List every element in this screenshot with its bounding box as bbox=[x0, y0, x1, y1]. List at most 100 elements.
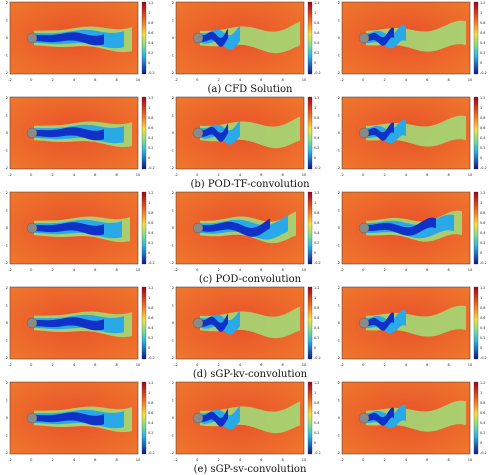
x-tick-label: 10 bbox=[136, 268, 141, 272]
x-tick-label: 8 bbox=[116, 458, 119, 462]
colorbar bbox=[307, 381, 313, 455]
colorbar-tick-label: 0.4 bbox=[480, 326, 485, 330]
colorbar-tick-label: 0.2 bbox=[314, 146, 319, 150]
colorbar-tick-label: 0.6 bbox=[314, 221, 319, 225]
y-tick-label: 1 bbox=[172, 209, 174, 213]
y-tick-label: 1 bbox=[338, 19, 340, 23]
wake-core bbox=[366, 27, 394, 46]
colorbar-tick-label: 0.6 bbox=[480, 31, 485, 35]
plot-frame bbox=[341, 286, 471, 360]
x-tick-label: 8 bbox=[282, 458, 285, 462]
colorbar-tick-label: 0.8 bbox=[148, 21, 153, 25]
y-tick-label: 1 bbox=[6, 304, 8, 308]
x-tick-label: -2 bbox=[174, 268, 178, 272]
colorbar-tick-label: 0.2 bbox=[148, 431, 153, 435]
wake-core bbox=[34, 127, 104, 141]
x-tick-label: -2 bbox=[8, 268, 12, 272]
colorbar-tick-label: 0.2 bbox=[314, 431, 319, 435]
y-tick-label: 1 bbox=[6, 209, 8, 213]
x-tick-label: 2 bbox=[52, 173, 54, 177]
wake-mid bbox=[366, 214, 454, 239]
plot-frame bbox=[9, 96, 139, 170]
x-tick-label: 10 bbox=[302, 458, 307, 462]
colorbar bbox=[141, 1, 147, 75]
x-tick-label: 8 bbox=[282, 363, 285, 367]
colorbar-tick-label: 0 bbox=[148, 61, 150, 65]
x-tick-label: 8 bbox=[448, 363, 451, 367]
colorbar-tick-label: 0.4 bbox=[480, 136, 485, 140]
figure-row: -2 0 2 4 6 8 10 2 1 0 -1 -2 1.2 1 0.8 0.6 0.4 0.2 0 -0.2 -2 0… bbox=[0, 190, 500, 285]
y-tick-label: -2 bbox=[4, 356, 8, 360]
colorbar-tick-label: 0 bbox=[480, 251, 482, 255]
x-tick-label: 6 bbox=[260, 363, 263, 367]
x-tick-label: 2 bbox=[218, 78, 220, 82]
x-tick-label: 8 bbox=[282, 78, 285, 82]
colorbar-tick-label: 0 bbox=[314, 61, 316, 65]
y-tick-label: 1 bbox=[172, 19, 174, 23]
x-tick-label: 4 bbox=[73, 268, 76, 272]
colorbar-tick-label: 1 bbox=[148, 201, 150, 205]
row-caption: (d) sGP-kv-convolution bbox=[192, 369, 308, 380]
wake-core bbox=[200, 28, 228, 47]
x-tick-label: 0 bbox=[196, 268, 199, 272]
colorbar-tick-label: -0.2 bbox=[480, 166, 487, 170]
y-tick-label: 0 bbox=[6, 321, 9, 325]
colorbar-tick-label: 1.2 bbox=[480, 286, 485, 290]
colorbar-tick-label: -0.2 bbox=[314, 71, 321, 75]
y-tick-label: 0 bbox=[172, 416, 175, 420]
colorbar-tick-label: 0.4 bbox=[314, 421, 319, 425]
colorbar-tick-label: 1.2 bbox=[148, 381, 153, 385]
x-tick-label: 10 bbox=[468, 78, 473, 82]
colorbar-tick-label: 0.4 bbox=[480, 421, 485, 425]
x-tick-label: 6 bbox=[426, 363, 429, 367]
y-tick-label: 1 bbox=[338, 399, 340, 403]
x-tick-label: 6 bbox=[94, 363, 97, 367]
x-tick-label: 0 bbox=[362, 78, 365, 82]
x-tick-label: 0 bbox=[196, 173, 199, 177]
figure-row: -2 0 2 4 6 8 10 2 1 0 -1 -2 1.2 1 0.8 0.6 0.4 0.2 0 -0.2 -2 0… bbox=[0, 95, 500, 190]
x-tick-label: 6 bbox=[426, 173, 429, 177]
y-tick-label: 2 bbox=[6, 381, 8, 385]
x-tick-label: -2 bbox=[8, 173, 12, 177]
x-tick-label: 2 bbox=[384, 268, 386, 272]
y-tick-label: 1 bbox=[6, 399, 8, 403]
x-tick-label: -2 bbox=[8, 78, 12, 82]
colorbar-tick-label: 0.6 bbox=[148, 411, 153, 415]
plot-frame bbox=[341, 381, 471, 455]
x-tick-label: 2 bbox=[52, 363, 54, 367]
colorbar-tick-label: 1 bbox=[314, 391, 316, 395]
colorbar bbox=[307, 96, 313, 170]
wake-core bbox=[200, 218, 270, 237]
wake-core bbox=[34, 412, 104, 426]
cylinder bbox=[358, 32, 370, 44]
y-tick-label: -1 bbox=[4, 149, 8, 153]
y-tick-label: 2 bbox=[172, 96, 174, 100]
colorbar-tick-label: 0 bbox=[480, 441, 482, 445]
x-tick-label: 2 bbox=[218, 458, 220, 462]
y-tick-label: -2 bbox=[170, 166, 174, 170]
colorbar-tick-label: 0.2 bbox=[314, 241, 319, 245]
y-tick-label: -1 bbox=[170, 149, 174, 153]
colorbar-tick-label: 1 bbox=[480, 391, 482, 395]
colorbar-tick-label: 1.2 bbox=[314, 1, 319, 5]
colorbar bbox=[473, 381, 479, 455]
colorbar-tick-label: 0.8 bbox=[480, 401, 485, 405]
colorbar-tick-label: -0.2 bbox=[314, 451, 321, 455]
x-tick-label: 6 bbox=[260, 78, 263, 82]
x-tick-label: 0 bbox=[196, 363, 199, 367]
y-tick-label: 1 bbox=[172, 399, 174, 403]
colorbar-tick-label: 1 bbox=[480, 296, 482, 300]
y-tick-label: 1 bbox=[172, 114, 174, 118]
y-tick-label: 0 bbox=[172, 36, 175, 40]
colorbar-tick-label: 1.2 bbox=[148, 191, 153, 195]
y-tick-label: 0 bbox=[338, 416, 341, 420]
x-tick-label: 6 bbox=[94, 268, 97, 272]
cylinder bbox=[26, 127, 38, 139]
y-tick-label: 1 bbox=[6, 114, 8, 118]
y-tick-label: 0 bbox=[338, 226, 341, 230]
plot-frame bbox=[9, 381, 139, 455]
